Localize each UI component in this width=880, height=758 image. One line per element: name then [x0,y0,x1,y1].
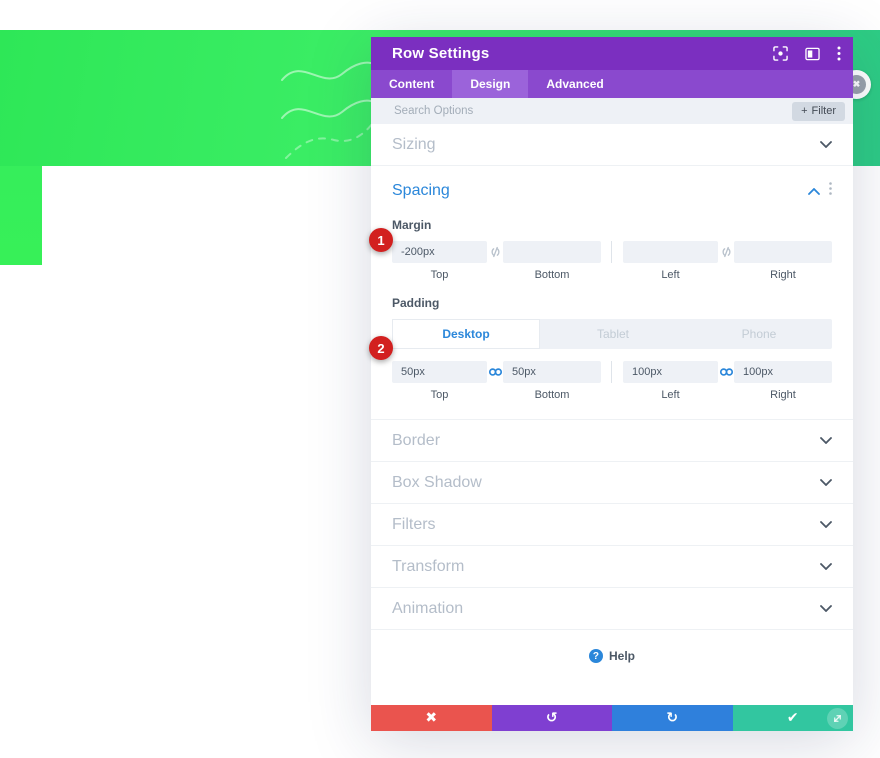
section-spacing: Spacing Margin Top [371,166,853,420]
unlink-icon[interactable] [718,241,734,263]
modal-title: Row Settings [392,45,490,62]
section-options-icon[interactable] [829,182,832,200]
chevron-down-icon [820,521,832,528]
margin-left-input[interactable] [623,241,718,263]
settings-body: Sizing Spacing Margin [371,124,853,705]
panel-layout-icon[interactable] [805,47,820,61]
device-tabs: Desktop Tablet Phone [392,319,832,349]
section-toggle-border[interactable]: Border [371,420,853,462]
margin-right-input[interactable] [734,241,832,263]
section-title: Sizing [392,135,436,153]
margin-bottom-input[interactable] [503,241,601,263]
modal-footer: ✖ ↺ ↻ ✔ [371,705,853,731]
margin-fields-row: Top Bottom Left [392,241,832,281]
help-link[interactable]: ? Help [371,649,853,663]
spacing-header[interactable]: Spacing [392,166,832,216]
chevron-down-icon [820,563,832,570]
tab-design[interactable]: Design [452,70,529,98]
section-title: Border [392,431,441,449]
expand-preview-icon[interactable] [773,46,788,61]
field-label: Top [430,269,449,281]
section-toggle-sizing[interactable]: Sizing [371,124,853,166]
device-tab-tablet[interactable]: Tablet [596,327,630,341]
field-label: Bottom [534,269,570,281]
section-title: Filters [392,515,436,533]
padding-label: Padding [392,296,440,310]
padding-left-input[interactable] [623,361,718,383]
field-label: Bottom [534,389,570,401]
redo-button[interactable]: ↻ [612,705,733,731]
padding-fields-row: Top Bottom Left [392,361,832,401]
chevron-down-icon [820,605,832,612]
annotation-badge-1: 1 [369,228,393,252]
search-options-input[interactable] [392,104,785,118]
field-label: Left [661,389,680,401]
padding-right-input[interactable] [734,361,832,383]
field-label: Left [661,269,680,281]
margin-label: Margin [392,218,432,232]
fields-divider [611,361,612,383]
plus-icon: + [801,105,808,117]
device-tab-phone[interactable]: Phone [741,327,777,341]
chevron-down-icon [820,479,832,486]
chevron-up-icon[interactable] [808,182,820,200]
section-title: Transform [392,557,465,575]
filter-button-label: Filter [811,105,836,117]
field-label: Top [430,389,449,401]
undo-button[interactable]: ↺ [491,705,612,731]
tab-content[interactable]: Content [389,77,435,91]
chevron-down-icon [820,437,832,444]
section-background-green-strip [0,166,42,265]
discard-button[interactable]: ✖ [371,705,492,731]
field-label: Right [770,269,796,281]
filter-button[interactable]: + Filter [792,101,845,121]
fields-divider [611,241,612,263]
decorative-waves [281,61,375,159]
device-tab-desktop[interactable]: Desktop [392,319,540,349]
section-toggle-box-shadow[interactable]: Box Shadow [371,462,853,504]
section-toggle-animation[interactable]: Animation [371,588,853,630]
section-title: Box Shadow [392,473,482,491]
link-icon[interactable] [487,361,503,383]
padding-bottom-input[interactable] [503,361,601,383]
section-toggle-transform[interactable]: Transform [371,546,853,588]
field-label: Right [770,389,796,401]
modal-header: Row Settings [371,37,853,70]
link-icon[interactable] [718,361,734,383]
row-settings-modal: Row Settings Cont [371,37,853,731]
help-icon: ? [588,649,603,663]
margin-top-input[interactable] [392,241,487,263]
chevron-down-icon [820,141,832,148]
section-toggle-filters[interactable]: Filters [371,504,853,546]
settings-tabbar: Content Design Advanced [371,70,853,98]
search-options-bar: + Filter [371,98,853,124]
section-title: Animation [392,599,464,617]
annotation-badge-2: 2 [369,336,393,360]
tab-advanced[interactable]: Advanced [546,77,604,91]
kebab-menu-icon[interactable] [837,46,841,61]
help-label: Help [608,649,635,663]
padding-top-input[interactable] [392,361,487,383]
resize-handle[interactable] [827,708,848,729]
save-button[interactable]: ✔ [732,705,853,731]
unlink-icon[interactable] [487,241,503,263]
section-title: Spacing [392,182,450,199]
